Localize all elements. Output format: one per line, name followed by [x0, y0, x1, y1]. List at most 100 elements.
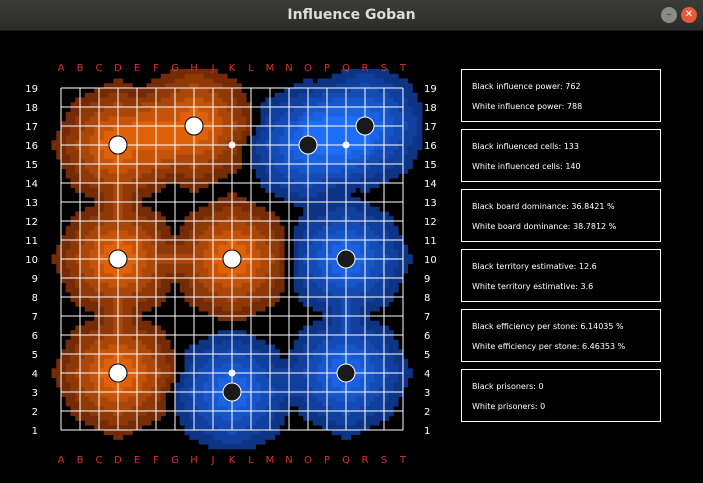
influence-cell: [232, 83, 238, 89]
influence-cell: [403, 263, 409, 269]
influence-cell: [222, 130, 228, 136]
influence-cell: [208, 306, 214, 312]
row-label-right: 11: [424, 236, 437, 247]
influence-cell: [208, 235, 214, 241]
influence-cell: [317, 92, 323, 98]
minimize-button[interactable]: –: [661, 7, 677, 23]
influence-cell: [146, 363, 152, 369]
influence-cell: [160, 263, 166, 269]
influence-cell: [208, 415, 214, 421]
influence-cell: [350, 273, 356, 279]
influence-cell: [70, 254, 76, 260]
influence-cell: [170, 240, 176, 246]
influence-cell: [227, 306, 233, 312]
influence-cell: [384, 88, 390, 94]
influence-cell: [160, 259, 166, 265]
influence-cell: [160, 73, 166, 79]
influence-cell: [312, 392, 318, 398]
close-button[interactable]: ✕: [681, 7, 697, 23]
influence-cell: [327, 297, 333, 303]
go-board[interactable]: AABBCCDDEEFFGGHHJJKKLLMMNNOOPPQQRRSSTT19…: [0, 0, 460, 483]
influence-cell: [312, 420, 318, 426]
influence-cell: [137, 140, 143, 146]
influence-cell: [241, 373, 247, 379]
influence-cell: [94, 97, 100, 103]
influence-cell: [265, 420, 271, 426]
influence-cell: [141, 396, 147, 402]
influence-cell: [388, 73, 394, 79]
influence-cell: [99, 259, 105, 265]
influence-cell: [331, 406, 337, 412]
influence-cell: [122, 83, 128, 89]
influence-cell: [156, 183, 162, 189]
influence-cell: [113, 278, 119, 284]
influence-cell: [346, 225, 352, 231]
influence-cell: [222, 221, 228, 227]
influence-cell: [265, 145, 271, 151]
influence-cell: [279, 263, 285, 269]
influence-cell: [393, 377, 399, 383]
influence-cell: [322, 396, 328, 402]
influence-cell: [99, 216, 105, 222]
influence-cell: [127, 230, 133, 236]
influence-cell: [227, 335, 233, 341]
influence-cell: [137, 368, 143, 374]
influence-cell: [317, 273, 323, 279]
influence-cell: [241, 121, 247, 127]
influence-cell: [360, 263, 366, 269]
influence-cell: [160, 344, 166, 350]
influence-cell: [312, 344, 318, 350]
influence-cell: [189, 240, 195, 246]
influence-cell: [165, 168, 171, 174]
influence-cell: [61, 235, 67, 241]
influence-cell: [189, 73, 195, 79]
influence-cell: [137, 211, 143, 217]
influence-cell: [137, 406, 143, 412]
influence-cell: [227, 344, 233, 350]
influence-cell: [369, 297, 375, 303]
influence-cell: [403, 358, 409, 364]
influence-cell: [298, 183, 304, 189]
influence-cell: [99, 225, 105, 231]
influence-cell: [227, 230, 233, 236]
influence-cell: [312, 330, 318, 336]
influence-cell: [151, 396, 157, 402]
influence-cell: [213, 130, 219, 136]
influence-cell: [84, 254, 90, 260]
influence-cell: [222, 230, 228, 236]
influence-cell: [303, 415, 309, 421]
influence-cell: [322, 335, 328, 341]
influence-cell: [146, 111, 152, 117]
influence-cell: [179, 411, 185, 417]
influence-cell: [289, 178, 295, 184]
influence-cell: [369, 306, 375, 312]
influence-cell: [384, 363, 390, 369]
influence-cell: [175, 273, 181, 279]
influence-cell: [403, 83, 409, 89]
influence-cell: [108, 358, 114, 364]
influence-cell: [227, 88, 233, 94]
influence-cell: [260, 111, 266, 117]
influence-cell: [236, 316, 242, 322]
influence-cell: [194, 382, 200, 388]
influence-cell: [70, 387, 76, 393]
influence-cell: [236, 135, 242, 141]
influence-cell: [336, 135, 342, 141]
influence-cell: [393, 83, 399, 89]
influence-cell: [127, 335, 133, 341]
influence-cell: [198, 420, 204, 426]
influence-cell: [322, 206, 328, 212]
influence-cell: [393, 126, 399, 132]
influence-cell: [189, 102, 195, 108]
influence-cell: [246, 368, 252, 374]
influence-cell: [165, 368, 171, 374]
influence-cell: [127, 297, 133, 303]
title-bar: Influence Goban – ✕: [0, 0, 703, 31]
influence-cell: [89, 259, 95, 265]
influence-cell: [350, 178, 356, 184]
influence-cell: [246, 306, 252, 312]
white-influence-power: White influence power: 788: [472, 102, 583, 111]
influence-cell: [217, 354, 223, 360]
influence-cell: [179, 278, 185, 284]
influence-cell: [232, 406, 238, 412]
